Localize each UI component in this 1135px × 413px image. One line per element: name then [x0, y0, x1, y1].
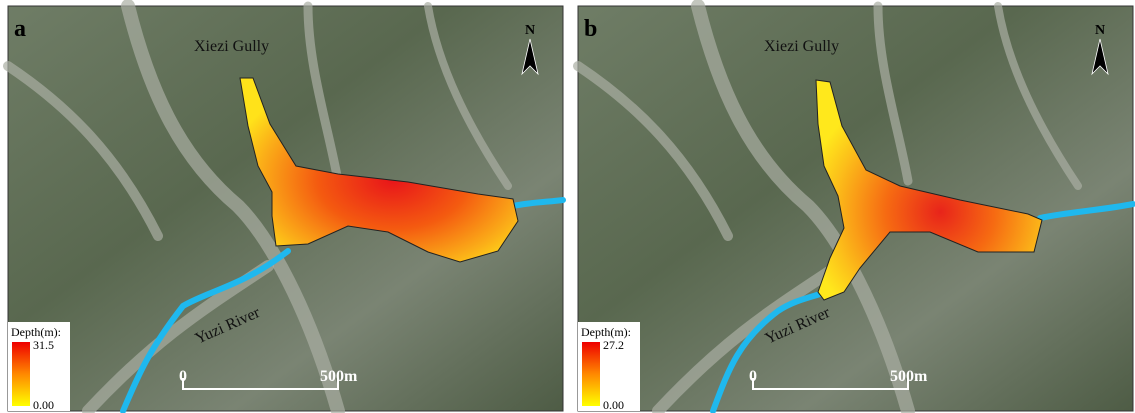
place-label: Xiezi Gully: [194, 38, 269, 55]
legend-color-bar: [12, 342, 30, 406]
legend-max: 27.2: [603, 338, 624, 352]
place-label: Xiezi Gully: [764, 38, 839, 55]
panel-label: b: [584, 16, 597, 42]
north-label: N: [525, 23, 535, 38]
north-label: N: [1095, 23, 1105, 38]
legend-min: 0.00: [603, 398, 624, 412]
legend-min: 0.00: [33, 398, 54, 412]
scale-end: 500m: [320, 368, 358, 385]
legend-title: Depth(m):: [11, 325, 61, 339]
scale-start: 0: [749, 368, 757, 385]
legend-max: 31.5: [33, 338, 54, 352]
scale-end: 500m: [890, 368, 928, 385]
scale-start: 0: [179, 368, 187, 385]
legend-color-bar: [582, 342, 600, 406]
panel-label: a: [14, 16, 26, 42]
figure: aXiezi GullyYuzi RiverNDepth(m):31.50.00…: [0, 0, 1135, 413]
legend-title: Depth(m):: [581, 325, 631, 339]
